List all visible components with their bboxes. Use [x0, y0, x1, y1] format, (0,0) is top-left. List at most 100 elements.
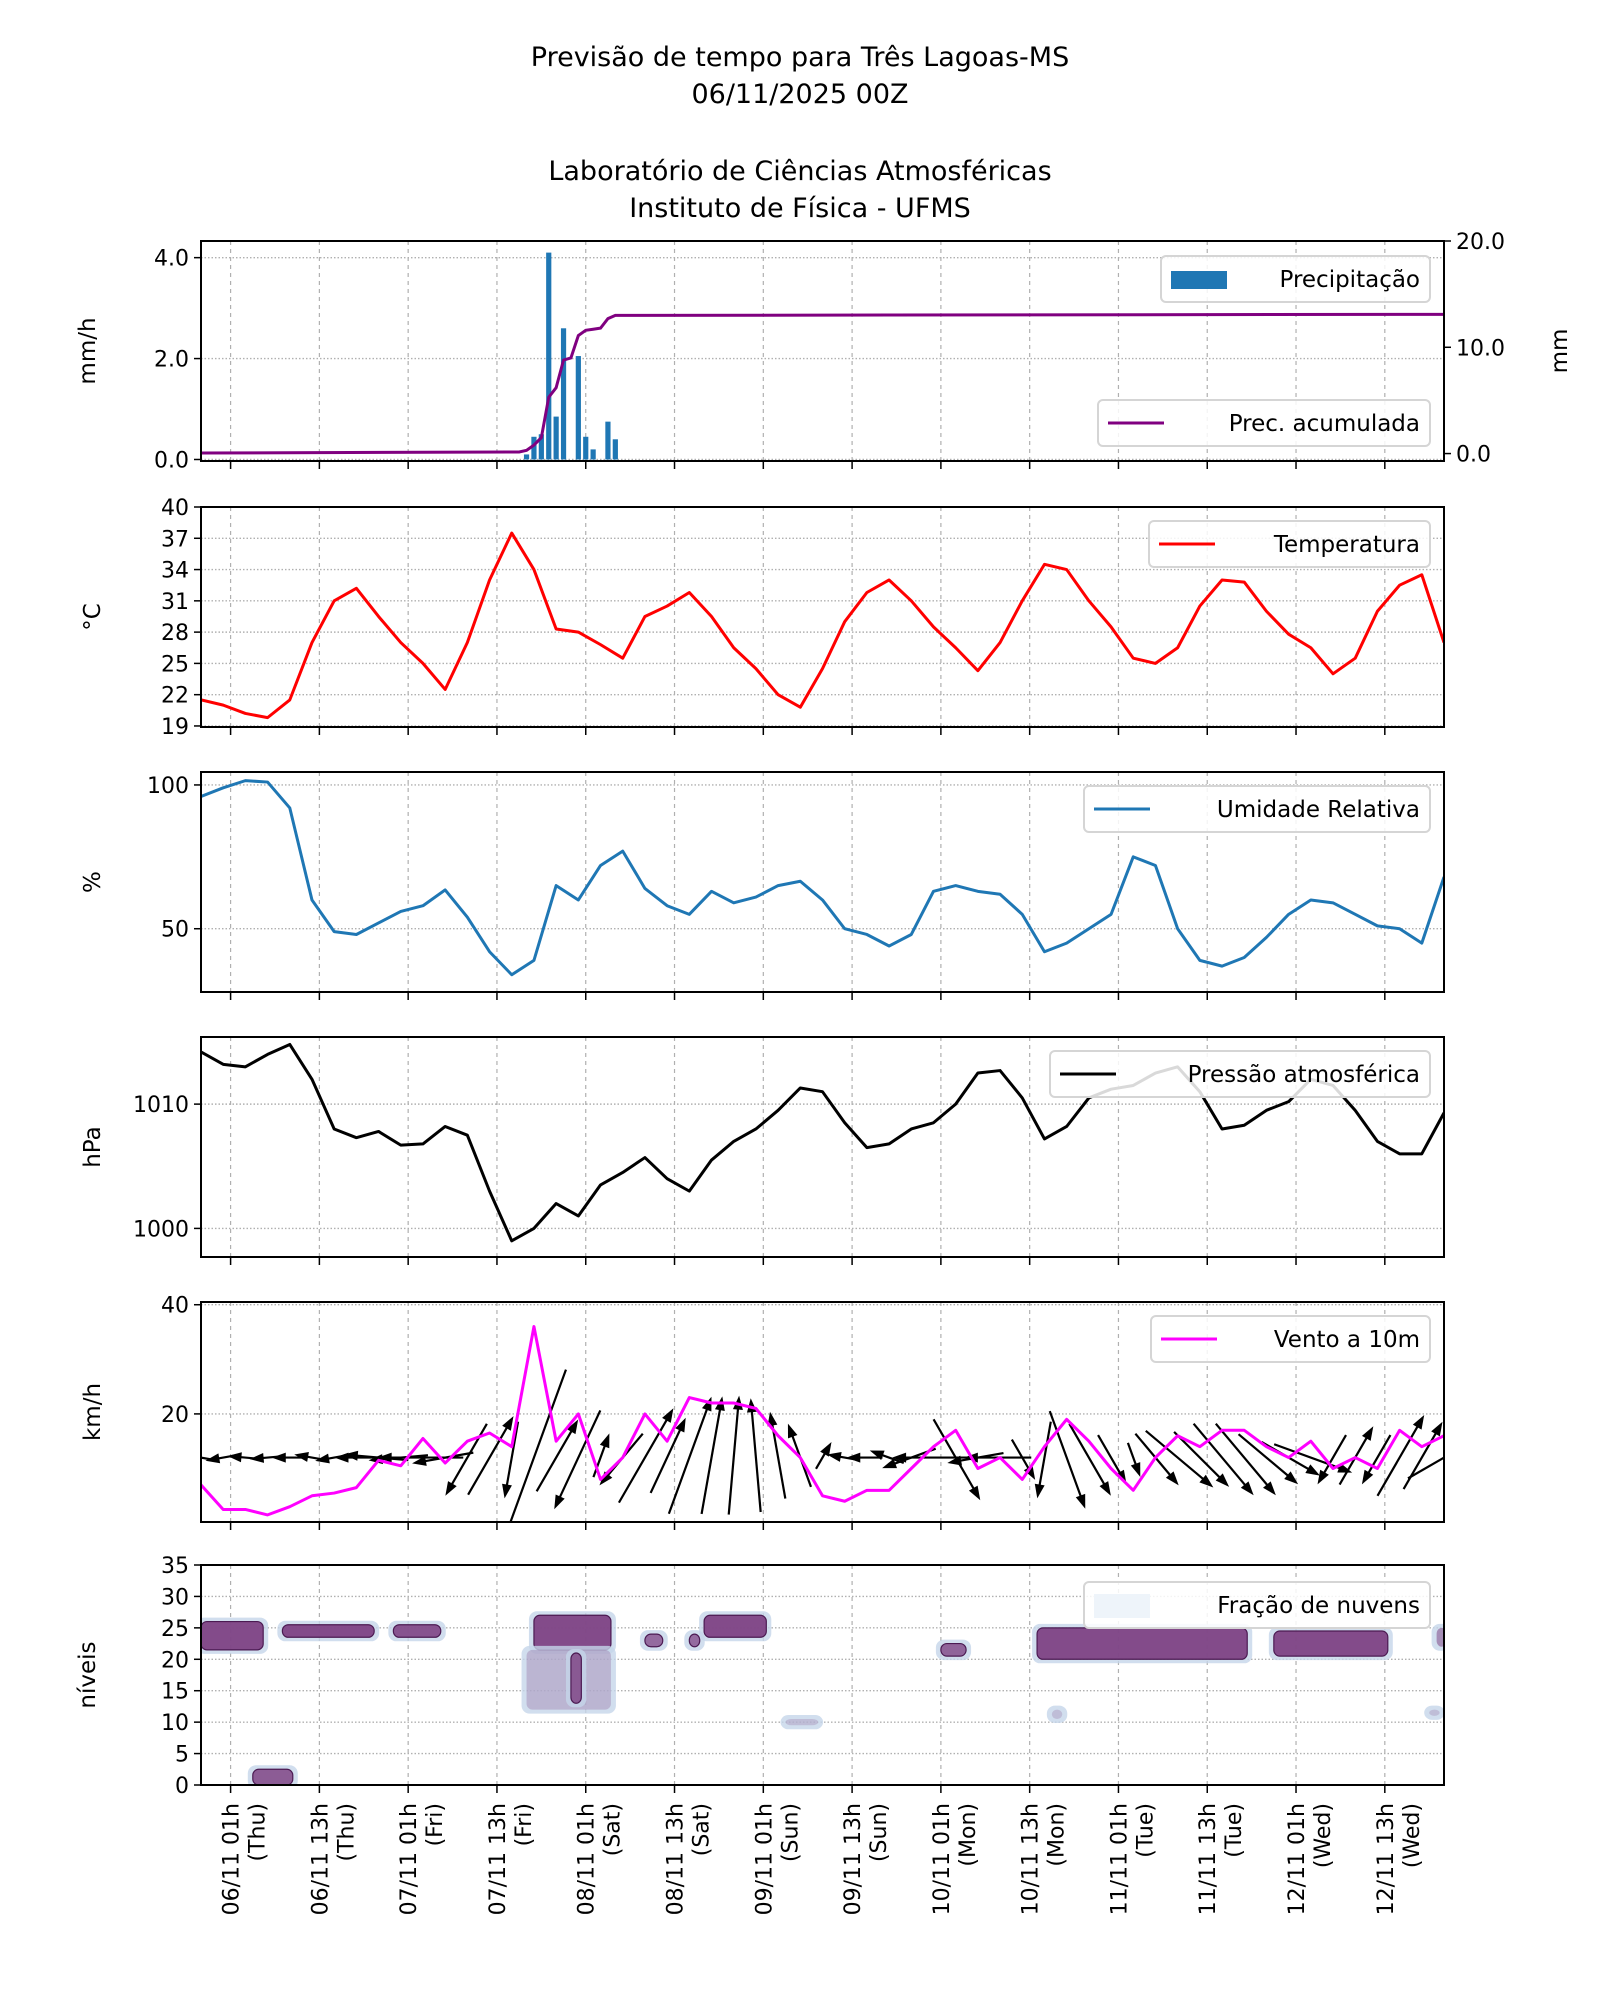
y-tick-label: 1000 — [133, 1217, 189, 1242]
legend-clouds: Fração de nuvens — [1083, 1581, 1431, 1629]
x-tick-day: (Sat) — [601, 1803, 626, 1856]
wind-arrow-head — [882, 1458, 898, 1469]
x-tick-day: (Tue) — [1222, 1803, 1247, 1858]
precip-bar — [560, 328, 567, 460]
pressure-line — [201, 1042, 1444, 1243]
cloud-patch — [1436, 1627, 1444, 1647]
panel-frame — [200, 240, 1445, 462]
wind-arrow-head — [1099, 1481, 1111, 1496]
y-tick-label: 25 — [161, 652, 189, 677]
x-tick-date: 10/11 13h — [1019, 1803, 1044, 1915]
y-tick-label: 25 — [161, 1617, 189, 1642]
y-tick-label: 1010 — [133, 1093, 189, 1118]
panel-frame — [200, 506, 1445, 728]
wind-arrow-head — [826, 1451, 842, 1462]
plot-area — [201, 531, 1444, 720]
legend-label: Umidade Relativa — [1217, 797, 1420, 823]
y-tick-label: 50 — [161, 918, 189, 943]
wind-arrow-head — [599, 1471, 613, 1486]
y-tick-label: 15 — [161, 1680, 189, 1705]
y-tick-label: 0.0 — [154, 448, 189, 473]
x-tick-label: 10/11 13h (Mon) — [1019, 1803, 1070, 1915]
x-tick-date: 06/11 01h — [220, 1803, 245, 1915]
wind-arrow-head — [1240, 1481, 1254, 1496]
cloud-halo — [780, 1715, 824, 1730]
y-right-tick-label: 20.0 — [1456, 230, 1505, 255]
panel-precipitation: 0.0 2.0 4.0 mm/h 0.0 10.0 20.0 mm Precipitação Pr… — [75, 230, 1573, 473]
wind-arrow-head — [767, 1411, 778, 1427]
wind-arrow-head — [1412, 1414, 1425, 1430]
wind-arrow-head — [1284, 1471, 1299, 1485]
wind-arrow-head — [227, 1452, 242, 1463]
precip-bar — [538, 434, 544, 460]
x-tick-day: (Sat) — [690, 1803, 715, 1856]
wind-arrow-head — [947, 1455, 963, 1466]
y-axis-label: km/h — [80, 1383, 106, 1441]
legend-swatch — [1171, 271, 1227, 289]
title-line-3: Laboratório de Ciências Atmosféricas — [548, 156, 1051, 187]
wind-arrow-head — [892, 1452, 907, 1463]
title-line-4: Instituto de Física - UFMS — [629, 193, 971, 224]
x-tick-label: 09/11 13h (Sun) — [841, 1803, 892, 1915]
y-right-tick-label: 10.0 — [1456, 336, 1505, 361]
legend-box — [1083, 1581, 1431, 1629]
x-tick-day: (Mon) — [1045, 1803, 1070, 1867]
y-tick-label: 100 — [147, 774, 189, 799]
legend-accumulated: Prec. acumulada — [1097, 399, 1431, 447]
legend-box — [1150, 1315, 1431, 1363]
legend-humidity: Umidade Relativa — [1083, 785, 1431, 833]
x-tick-date: 09/11 13h — [841, 1803, 866, 1915]
y-tick-label: 2.0 — [154, 348, 189, 373]
x-tick-label: 06/11 01h (Thu) — [220, 1803, 271, 1915]
panel-frame — [200, 1036, 1445, 1258]
x-tick-label: 08/11 01h (Sat) — [575, 1803, 626, 1915]
precip-bar — [612, 439, 618, 460]
y-tick-label: 22 — [161, 684, 189, 709]
x-tick-label: 12/11 13h (Wed) — [1374, 1803, 1425, 1915]
wind-arrow-head — [968, 1485, 981, 1501]
legend-box — [1148, 520, 1431, 568]
wind-arrow-head — [343, 1450, 359, 1461]
panel-humidity: 50 100% Umidade Relativa — [80, 771, 1445, 1000]
cloud-patch — [940, 1642, 967, 1657]
x-tick-label: 06/11 13h (Thu) — [308, 1803, 359, 1915]
wind-arrow-head — [1431, 1421, 1443, 1437]
cloud-patch — [252, 1768, 294, 1785]
temperature-line — [201, 531, 1444, 720]
wind-arrow-head — [334, 1452, 349, 1463]
x-tick-label: 07/11 13h (Fri) — [486, 1803, 537, 1915]
wind-arrow — [617, 1411, 672, 1504]
wind-arrow-head — [1470, 1434, 1485, 1445]
y-right-axis-label: mm — [1547, 329, 1573, 374]
legend-label: Precipitação — [1279, 267, 1420, 293]
wind-arrow-head — [1263, 1481, 1276, 1496]
cloud-patch — [392, 1624, 442, 1638]
x-tick-day: (Fri) — [423, 1803, 448, 1846]
y-tick-label: 20 — [161, 1403, 189, 1428]
wind-arrow-head — [869, 1450, 885, 1461]
legend-swatch — [1094, 1594, 1150, 1618]
precip-bar — [531, 436, 537, 460]
x-tick-date: 08/11 13h — [664, 1803, 689, 1915]
precip-bar — [605, 421, 611, 460]
x-tick-date: 08/11 01h — [575, 1803, 600, 1915]
cloud-patch — [703, 1614, 767, 1638]
wind-arrow — [1037, 1421, 1052, 1494]
legend-box — [1097, 399, 1431, 447]
y-tick-label: 40 — [161, 496, 189, 521]
wind-arrow-head — [662, 1408, 674, 1423]
precip-bar — [575, 356, 581, 460]
y-tick-label: 40 — [161, 1294, 189, 1319]
wind-arrow-head — [1361, 1426, 1374, 1441]
y-tick-label: 0 — [175, 1774, 189, 1799]
x-tick-day: (Sun) — [778, 1803, 803, 1862]
wind-arrow-head — [1361, 1469, 1374, 1485]
y-axis-label: hPa — [80, 1126, 106, 1168]
y-axis-label: °C — [80, 603, 106, 631]
cloud-patch — [785, 1719, 819, 1726]
wind-arrow-head — [249, 1452, 265, 1463]
y-tick-label: 19 — [161, 715, 189, 740]
wind-arrow-head — [566, 1419, 579, 1435]
legend-precipitation: Precipitação — [1160, 255, 1431, 303]
x-tick-label: 11/11 01h (Tue) — [1107, 1803, 1158, 1915]
